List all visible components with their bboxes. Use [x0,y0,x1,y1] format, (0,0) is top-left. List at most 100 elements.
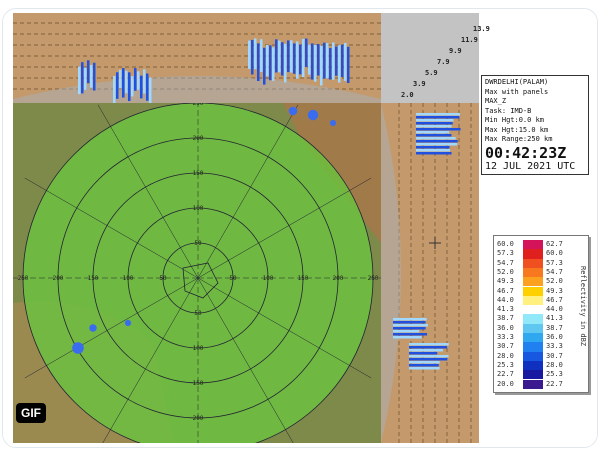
range-label: 150 [193,170,204,177]
legend-low: 52.0 [497,268,523,277]
echo-row [416,116,459,119]
echo-column [116,72,119,99]
task: Task: IMD-B [485,107,585,117]
echo-row [409,367,440,370]
legend-swatch [523,342,543,351]
echo-row [393,324,428,327]
legend-row: 49.3 52.0 [497,277,572,286]
legend-row: 36.0 38.7 [497,324,572,333]
echo-row [393,321,426,324]
tweet-media-card[interactable]: 2.0 3.9 5.9 7.9 9.9 11.9 13.9 50 50 50 50 100 100 10… [2,8,598,448]
echo-column [317,44,320,76]
echo-row [409,352,437,355]
echo-column [251,40,254,75]
top-cross-section [13,13,381,103]
legend-low: 22.7 [497,370,523,379]
legend-swatch [523,305,543,314]
echo-column [308,45,311,75]
echo-column [257,43,260,81]
legend-swatch [523,352,543,361]
echo-row [393,336,422,339]
top-cross-section-plot [13,13,381,103]
echo-column [248,41,251,69]
echo-column [143,69,146,93]
echo-column [260,39,263,72]
legend-row: 22.7 25.3 [497,370,572,379]
legend-low: 25.3 [497,361,523,370]
echo-column [344,43,347,81]
range-label: 200 [193,135,204,142]
legend-high: 52.0 [546,277,572,286]
echo-column [134,68,137,91]
echo-cell [330,120,336,126]
echo-column [84,68,87,90]
echo-row [416,137,456,140]
echo-row [409,364,439,367]
legend-high: 38.7 [546,324,572,333]
legend-row: 38.7 41.3 [497,314,572,323]
echo-column [302,39,305,77]
legend-row: 30.7 33.3 [497,342,572,351]
legend-swatch [523,380,543,389]
reflectivity-legend: Reflectivity in dBZ 60.0 62.7 57.3 60.0 54.7… [493,235,589,393]
echo-row [416,146,450,149]
echo-column [284,44,287,83]
echo-column [335,46,338,75]
echo-column [329,48,332,80]
range-label: 100 [123,275,134,282]
echo-column [323,43,326,79]
legend-swatch [523,296,543,305]
echo-column [293,43,296,73]
echo-column [140,76,143,99]
echo-cell [89,324,96,331]
legend-row: 46.7 49.3 [497,287,572,296]
echo-row [393,333,427,336]
legend-low: 44.0 [497,296,523,305]
range-label: 200 [193,415,204,422]
legend-low: 60.0 [497,240,523,249]
range-label: 150 [298,275,309,282]
legend-high: 36.0 [546,333,572,342]
min-height: Min Hgt:0.0 km [485,116,585,126]
echo-row [416,125,452,128]
legend-low: 41.3 [497,305,523,314]
range-label: 100 [193,205,204,212]
legend-swatch [523,370,543,379]
info-panel: DWRDELHI(PALAM) Max with panels MAX_Z Ta… [481,75,589,175]
echo-column [296,41,299,78]
scan-date: 12 JUL 2021 UTC [485,161,585,172]
range-label: 50 [229,275,237,282]
height-label: 5.9 [425,69,438,77]
legend-high: 41.3 [546,314,572,323]
echo-column [254,38,257,69]
legend-high: 49.3 [546,287,572,296]
legend-low: 54.7 [497,259,523,268]
height-label: 11.9 [461,36,478,44]
scan-time: 00:42:23Z [485,145,585,161]
side-cross-section-plot [381,103,479,443]
legend-low: 38.7 [497,314,523,323]
legend-low: 28.0 [497,352,523,361]
echo-cell [308,110,318,120]
legend-low: 49.3 [497,277,523,286]
legend-swatch [523,259,543,268]
legend-row: 60.0 62.7 [497,240,572,249]
echo-column [81,62,84,93]
range-label: 250 [18,275,29,282]
legend-swatch [523,287,543,296]
range-label: 200 [53,275,64,282]
range-label: 50 [194,240,202,247]
echo-column [113,76,116,103]
echo-column [90,65,93,88]
echo-column [299,45,302,75]
echo-cell [125,320,131,326]
echo-column [332,42,335,79]
echo-column [305,39,308,67]
echo-row [393,318,427,321]
legend-low: 57.3 [497,249,523,258]
legend-swatch [523,268,543,277]
echo-column [87,60,90,83]
height-label: 9.9 [449,47,462,55]
echo-row [416,140,458,143]
radar-image: 2.0 3.9 5.9 7.9 9.9 11.9 13.9 50 50 50 50 100 100 10… [13,13,591,443]
